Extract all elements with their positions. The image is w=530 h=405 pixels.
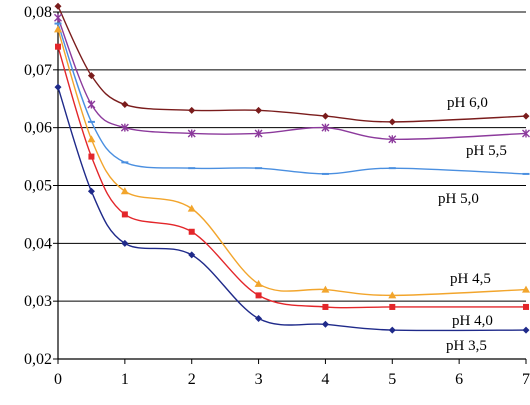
data-point-1-2 xyxy=(120,123,129,132)
data-point-0-1 xyxy=(87,72,95,80)
x-tick-label-3: 3 xyxy=(255,371,263,388)
data-point-3-3 xyxy=(187,204,196,212)
series-label-4: pH 4,0 xyxy=(452,313,493,329)
data-point-2-6 xyxy=(388,167,396,170)
x-axis-tick-labels: 0 1 2 3 4 5 6 7 xyxy=(54,371,530,388)
data-point-3-0 xyxy=(54,25,62,33)
series-line-4 xyxy=(57,46,526,309)
data-point-1-7 xyxy=(522,129,530,138)
data-point-1-3 xyxy=(187,129,196,138)
series-line-5 xyxy=(57,86,527,332)
x-tick-label-4: 4 xyxy=(321,371,329,388)
data-point-1-0 xyxy=(54,13,62,22)
series-1 xyxy=(54,13,530,144)
data-point-4-4 xyxy=(255,292,262,299)
data-point-2-4 xyxy=(255,167,263,170)
series-label-5: pH 3,5 xyxy=(446,338,487,354)
y-tick-label-3: 0,05 xyxy=(24,178,52,195)
y-axis-tick-labels: 0,02 0,03 0,04 0,05 0,06 0,07 0,08 xyxy=(24,4,52,368)
y-tick-label-4: 0,06 xyxy=(24,120,52,137)
data-point-5-5 xyxy=(321,320,329,328)
data-point-3-1 xyxy=(87,135,96,143)
data-point-4-3 xyxy=(188,228,195,235)
series-2 xyxy=(54,22,530,175)
x-tick-label-7: 7 xyxy=(522,371,530,388)
data-point-0-6 xyxy=(388,118,396,126)
series-label-2: pH 5,0 xyxy=(438,191,479,207)
data-point-5-0 xyxy=(54,83,62,91)
data-point-2-7 xyxy=(522,172,530,175)
data-point-4-1 xyxy=(88,153,95,160)
data-point-0-2 xyxy=(121,101,129,109)
data-point-5-6 xyxy=(388,326,396,334)
y-tick-label-5: 0,07 xyxy=(24,62,52,79)
data-point-2-2 xyxy=(121,161,129,164)
y-tick-label-2: 0,04 xyxy=(24,235,52,252)
data-point-2-0 xyxy=(54,22,62,25)
data-point-1-4 xyxy=(254,129,263,138)
data-point-3-5 xyxy=(321,285,330,293)
data-point-2-1 xyxy=(87,120,95,123)
data-point-4-2 xyxy=(121,211,128,218)
y-tick-label-6: 0,08 xyxy=(24,4,52,21)
x-tick-label-2: 2 xyxy=(188,371,196,388)
x-tick-label-0: 0 xyxy=(54,371,62,388)
x-tick-label-5: 5 xyxy=(388,371,396,388)
data-point-3-7 xyxy=(522,285,530,293)
data-point-1-1 xyxy=(87,100,96,109)
data-point-4-5 xyxy=(322,303,329,310)
data-point-4-0 xyxy=(55,43,61,50)
axes xyxy=(53,11,527,364)
data-point-3-4 xyxy=(254,279,263,287)
series-label-1: pH 5,5 xyxy=(466,143,507,159)
data-point-5-1 xyxy=(87,187,95,195)
data-point-3-6 xyxy=(388,291,397,299)
series-label-3: pH 4,5 xyxy=(450,271,491,287)
y-tick-label-0: 0,02 xyxy=(24,351,52,368)
data-point-0-4 xyxy=(255,106,263,114)
data-point-1-6 xyxy=(388,135,397,144)
data-point-5-2 xyxy=(121,239,129,247)
series-labels: pH 6,0 pH 5,5 pH 5,0 pH 4,5 pH 4,0 pH 3,5 xyxy=(438,95,507,354)
data-point-0-5 xyxy=(321,112,329,120)
data-point-0-7 xyxy=(522,112,530,120)
data-point-5-4 xyxy=(255,315,263,323)
data-point-5-3 xyxy=(188,251,196,259)
data-point-2-5 xyxy=(321,172,329,175)
data-point-2-3 xyxy=(188,167,196,170)
gridlines xyxy=(58,11,526,360)
data-point-4-6 xyxy=(389,303,396,310)
series-5 xyxy=(54,83,530,334)
series-label-0: pH 6,0 xyxy=(447,95,488,111)
series-line-1 xyxy=(57,17,527,141)
data-point-0-0 xyxy=(54,2,62,10)
data-point-4-7 xyxy=(523,303,529,310)
data-point-1-5 xyxy=(321,123,330,132)
series-4 xyxy=(55,43,529,310)
series-group xyxy=(54,2,530,334)
y-tick-label-1: 0,03 xyxy=(24,293,52,310)
data-point-5-7 xyxy=(522,326,530,334)
data-point-0-3 xyxy=(188,106,196,114)
series-0 xyxy=(54,2,530,126)
x-tick-label-1: 1 xyxy=(121,371,129,388)
data-point-3-2 xyxy=(120,187,129,195)
x-tick-label-6: 6 xyxy=(455,371,463,388)
series-3 xyxy=(54,25,530,299)
